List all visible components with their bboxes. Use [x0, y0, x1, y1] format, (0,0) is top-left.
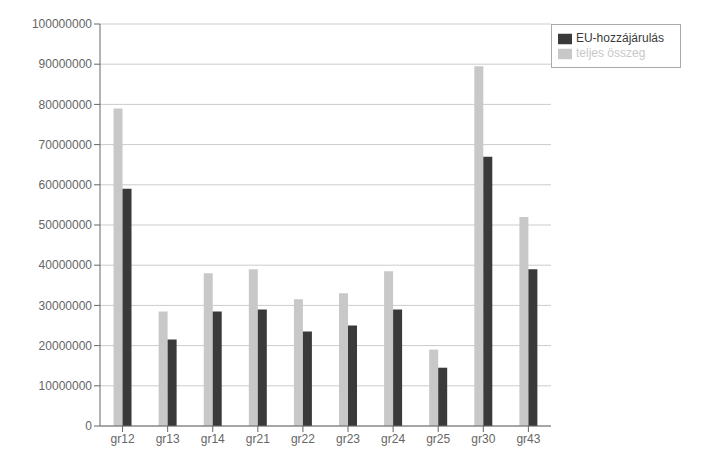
- html-text:teljes összeg: teljes összeg: [576, 45, 646, 60]
- svg-text:40000000: 40000000: [39, 258, 93, 272]
- svg-text:gr43: gr43: [516, 432, 540, 446]
- svg-text:gr23: gr23: [336, 432, 360, 446]
- svg-text:gr30: gr30: [471, 432, 495, 446]
- svg-text:60000000: 60000000: [39, 178, 93, 192]
- svg-text:0: 0: [85, 419, 92, 433]
- svg-text:70000000: 70000000: [39, 138, 93, 152]
- svg-text:gr21: gr21: [246, 432, 270, 446]
- html-text:EU-hozzájárulás: EU-hozzájárulás: [576, 31, 664, 45]
- svg-text:gr22: gr22: [291, 432, 315, 446]
- svg-text:gr14: gr14: [201, 432, 225, 446]
- svg-text:100000000: 100000000: [32, 17, 92, 31]
- svg-text:gr24: gr24: [381, 432, 405, 446]
- svg-text:20000000: 20000000: [39, 339, 93, 353]
- svg-text:90000000: 90000000: [39, 57, 93, 71]
- svg-text:30000000: 30000000: [39, 299, 93, 313]
- svg-text:gr13: gr13: [156, 432, 180, 446]
- svg-text:gr25: gr25: [426, 432, 450, 446]
- svg-text:gr12: gr12: [111, 432, 135, 446]
- svg-text:50000000: 50000000: [39, 218, 93, 232]
- svg-text:80000000: 80000000: [39, 98, 93, 112]
- svg-text:10000000: 10000000: [39, 379, 93, 393]
